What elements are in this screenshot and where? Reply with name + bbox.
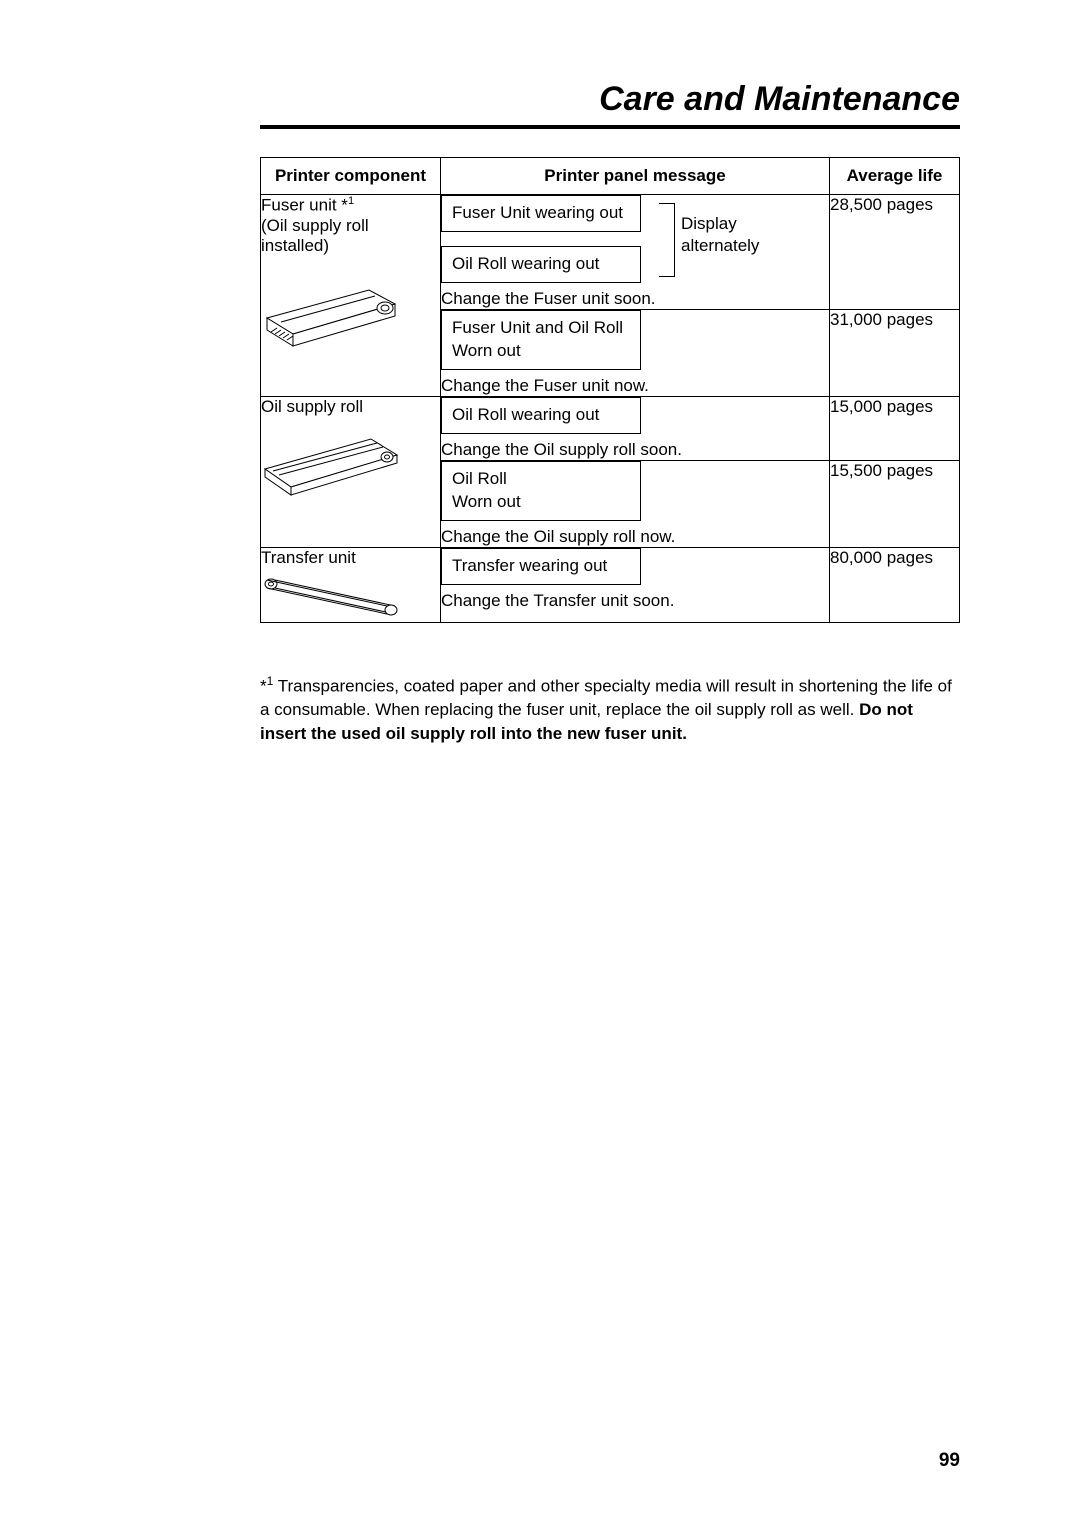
alternately-label: Display alternately	[681, 213, 759, 257]
fuser-name-line2: (Oil supply roll	[261, 216, 369, 235]
fuser-name-line3: installed)	[261, 236, 329, 255]
fuser-unit-illustration	[261, 272, 440, 352]
panel-message-box: Fuser Unit and Oil Roll Worn out	[441, 310, 641, 370]
msg-line: Oil Roll	[452, 469, 507, 488]
oil-life-1: 15,000 pages	[830, 396, 960, 460]
fuser-life-2: 31,000 pages	[830, 309, 960, 396]
panel-message-box: Fuser Unit wearing out	[441, 195, 641, 232]
fuser-msg-cell-2: Fuser Unit and Oil Roll Worn out Change …	[441, 309, 830, 396]
panel-message-box: Oil Roll Worn out	[441, 461, 641, 521]
fuser-sup: 1	[348, 195, 354, 207]
alt-label-1: Display	[681, 214, 737, 233]
footnote-text: Transparencies, coated paper and other s…	[260, 676, 952, 719]
component-transfer: Transfer unit	[261, 547, 441, 622]
oil-life-2: 15,500 pages	[830, 460, 960, 547]
transfer-unit-illustration	[261, 572, 440, 622]
header-life: Average life	[830, 158, 960, 195]
transfer-msg-cell: Transfer wearing out Change the Transfer…	[441, 547, 830, 622]
transfer-name: Transfer unit	[261, 548, 356, 567]
oil-msg-cell-1: Oil Roll wearing out Change the Oil supp…	[441, 396, 830, 460]
table-row: Transfer unit	[261, 547, 960, 622]
message-note: Change the Transfer unit soon.	[441, 591, 829, 611]
footnote-sup: 1	[267, 674, 274, 688]
footnote-mark: *	[260, 676, 267, 695]
fuser-life-1: 28,500 pages	[830, 195, 960, 310]
header-component: Printer component	[261, 158, 441, 195]
table-row: Oil supply roll	[261, 396, 960, 460]
component-oil-roll: Oil supply roll	[261, 396, 441, 547]
msg-line: Fuser Unit and Oil Roll	[452, 318, 623, 337]
oil-msg-cell-2: Oil Roll Worn out Change the Oil supply …	[441, 460, 830, 547]
panel-message-box: Oil Roll wearing out	[441, 397, 641, 434]
transfer-life: 80,000 pages	[830, 547, 960, 622]
table-header-row: Printer component Printer panel message …	[261, 158, 960, 195]
component-fuser: Fuser unit *1 (Oil supply roll installed…	[261, 195, 441, 397]
message-note: Change the Fuser unit soon.	[441, 289, 829, 309]
bracket-icon	[659, 203, 675, 277]
message-note: Change the Fuser unit now.	[441, 376, 829, 396]
msg-line: Worn out	[452, 492, 521, 511]
maintenance-table: Printer component Printer panel message …	[260, 157, 960, 623]
message-note: Change the Oil supply roll soon.	[441, 440, 829, 460]
oil-name: Oil supply roll	[261, 397, 363, 416]
page-number: 99	[939, 1450, 960, 1472]
table-row: Fuser unit *1 (Oil supply roll installed…	[261, 195, 960, 310]
header-message: Printer panel message	[441, 158, 830, 195]
oil-roll-illustration	[261, 433, 440, 503]
footnote: *1 Transparencies, coated paper and othe…	[260, 673, 960, 746]
panel-message-box: Oil Roll wearing out	[441, 246, 641, 283]
fuser-name-line1: Fuser unit *	[261, 196, 348, 215]
message-note: Change the Oil supply roll now.	[441, 527, 829, 547]
alt-label-2: alternately	[681, 236, 759, 255]
msg-line: Worn out	[452, 341, 521, 360]
fuser-msg-cell-1: Fuser Unit wearing out Oil Roll wearing …	[441, 195, 830, 310]
page-title: Care and Maintenance	[260, 80, 960, 129]
panel-message-box: Transfer wearing out	[441, 548, 641, 585]
